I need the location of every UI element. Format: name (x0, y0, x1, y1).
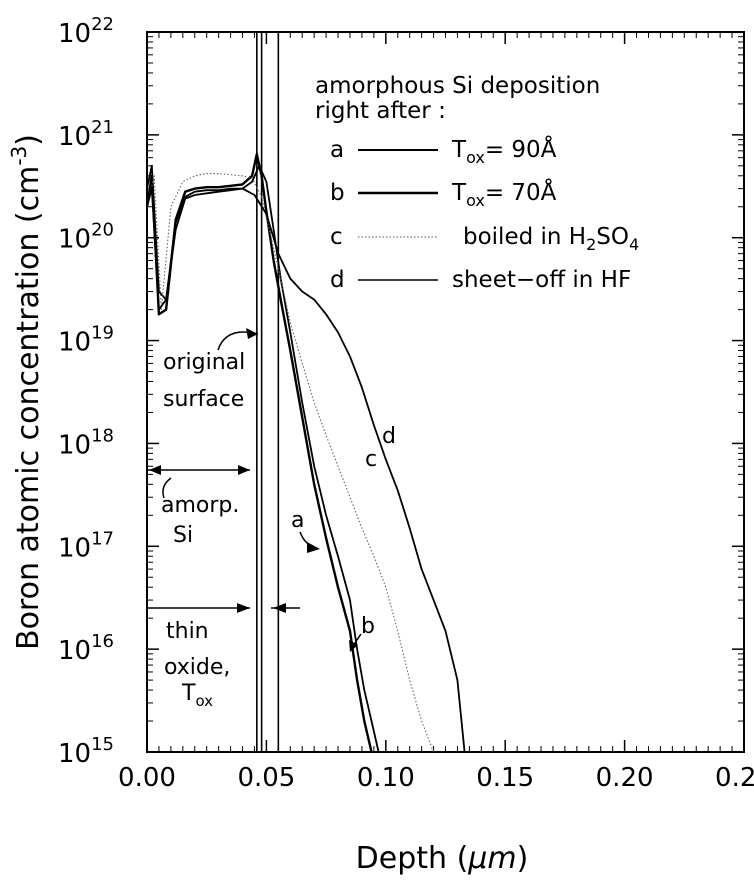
original-surface-arrowhead (246, 328, 258, 339)
y-tick-exponent: 22 (91, 14, 114, 35)
y-tick-label: 1018 (58, 425, 114, 460)
legend-letter-d: d (330, 267, 345, 293)
series-line-a (146, 164, 380, 753)
annot-surface: surface (163, 387, 244, 412)
y-tick-label: 1016 (58, 631, 114, 666)
y-tick-exponent: 16 (91, 631, 114, 652)
x-tick-label: 0.05 (237, 763, 295, 793)
y-tick-base: 10 (58, 122, 91, 152)
x-tick-label: 0.15 (476, 763, 534, 793)
thin-oxide-arrowhead-right (273, 603, 286, 613)
x-tick-label: 0.10 (357, 763, 415, 793)
x-axis-title-unit: μm (467, 841, 516, 876)
legend-letter-c: c (330, 224, 343, 250)
y-tick-base: 10 (58, 19, 91, 49)
x-tick-labels: 0.00 0.05 0.10 0.15 0.20 0.25 (118, 763, 754, 793)
x-axis-title: Depth (μm) (356, 841, 529, 876)
thin-oxide-arrowhead-left (237, 603, 250, 613)
annot-original: original (163, 350, 245, 375)
vertical-guide-lines (256, 32, 280, 752)
legend-text-c-pre: boiled in H (463, 224, 586, 250)
y-tick-exponent: 19 (91, 323, 114, 344)
x-axis-title-prefix: Depth ( (356, 841, 469, 876)
series-line-c (146, 173, 435, 753)
legend-text-a-sub: ox (466, 148, 485, 167)
amorp-si-arrowhead-left (149, 465, 161, 475)
legend-text-c-sub: 2 (586, 235, 596, 254)
y-axis-title-close: ) (11, 134, 46, 146)
y-axis-title-main: Boron atomic concentration (cm (11, 166, 46, 650)
y-tick-base: 10 (58, 636, 91, 666)
curve-label-a: a (291, 508, 304, 533)
series-line-d (146, 187, 466, 753)
axis-ticks (146, 31, 745, 753)
legend-text-b-post: = 70Å (485, 178, 557, 206)
x-tick-label: 0.20 (596, 763, 654, 793)
x-tick-label: 0.25 (715, 763, 754, 793)
y-tick-exponent: 18 (91, 425, 114, 446)
y-tick-exponent: 15 (91, 734, 114, 755)
curve-a-arrowhead (307, 542, 320, 553)
annot-thin: thin (166, 619, 209, 644)
y-tick-label: 1015 (58, 734, 114, 769)
legend-text-b-sub: ox (466, 191, 485, 210)
series-layer (145, 152, 466, 753)
legend-text-b-pre: T (451, 180, 467, 206)
legend: amorphous Si deposition right after : a … (315, 73, 639, 293)
annot-amorp: amorp. (161, 493, 239, 518)
legend-text-d: sheet−off in HF (452, 267, 631, 293)
series-line-b (145, 152, 373, 753)
legend-header-line1: amorphous Si deposition (315, 73, 600, 99)
curve-b-arrowhead (349, 640, 358, 652)
y-tick-base: 10 (58, 328, 91, 358)
legend-text-c-post: SO (596, 224, 629, 250)
y-axis-title-exp: -3 (7, 146, 31, 166)
y-tick-label: 1017 (58, 528, 114, 563)
y-axis-title: Boron atomic concentration (cm-3) (7, 134, 46, 650)
legend-letter-a: a (330, 137, 344, 163)
annot-si: Si (173, 523, 193, 548)
y-tick-base: 10 (58, 739, 91, 769)
annot-tox-pre: T (181, 681, 196, 706)
legend-text-c: boiled in H2SO4 (463, 224, 639, 254)
annot-tox-sub: ox (195, 692, 213, 710)
y-tick-exponent: 20 (91, 220, 114, 241)
y-tick-exponent: 21 (91, 117, 114, 138)
plot-area (145, 31, 745, 753)
y-tick-exponent: 17 (91, 528, 114, 549)
legend-text-a-post: = 90Å (485, 135, 557, 163)
y-tick-label: 1021 (58, 117, 114, 152)
legend-letter-b: b (330, 180, 345, 206)
legend-text-c-sub2: 4 (629, 235, 639, 254)
y-tick-base: 10 (58, 533, 91, 563)
y-tick-label: 1022 (58, 14, 114, 49)
annot-oxide: oxide, (164, 655, 230, 680)
annot-tox: Tox (181, 681, 213, 710)
y-tick-label: 1020 (58, 220, 114, 255)
curve-label-c: c (365, 447, 377, 472)
legend-text-b: Tox= 70Å (451, 178, 557, 210)
x-axis-title-suffix: ) (517, 841, 529, 876)
y-tick-base: 10 (58, 225, 91, 255)
curve-label-b: b (361, 614, 375, 639)
curve-label-d: d (382, 424, 396, 449)
x-tick-label: 0.00 (118, 763, 176, 793)
annotations: original surface amorp. Si thin oxide, T… (147, 328, 396, 710)
y-tick-base: 10 (58, 430, 91, 460)
legend-text-a-pre: T (451, 137, 467, 163)
amorp-si-arrowhead-right (238, 465, 250, 475)
legend-text-a: Tox= 90Å (451, 135, 557, 167)
legend-header-line2: right after : (315, 98, 446, 124)
y-tick-label: 1019 (58, 323, 114, 358)
amorp-si-pointer (162, 477, 172, 499)
